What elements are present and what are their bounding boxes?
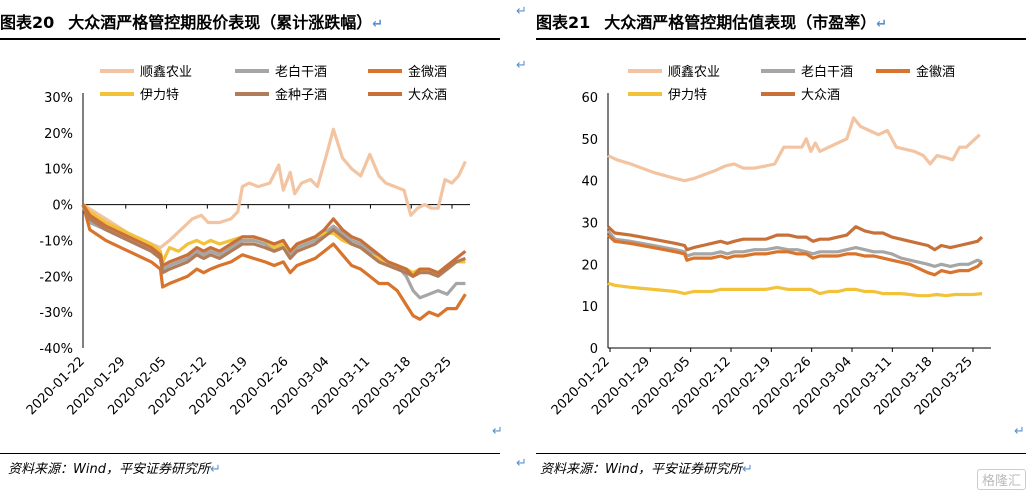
series-line [606,225,984,252]
left-source-divider [0,453,500,454]
y-tick-label: 50 [581,133,598,148]
legend-label: 大众酒 [801,88,840,103]
return-mark-top: ↵ [516,4,527,19]
series-line [82,127,467,250]
left-title-bar: 图表20 大众酒严格管控期股价表现（累计涨跌幅）↵ [0,8,500,40]
right-title-bar: 图表21 大众酒严格管控期估值表现（市盈率）↵ [536,8,1026,40]
right-panel: 图表21 大众酒严格管控期估值表现（市盈率）↵ 顺鑫农业 老白干酒 金徽酒 伊力特 大众酒… [536,0,1026,496]
left-source-text: 资料来源：Wind，平安证券研究所 [8,462,210,477]
left-figure-number: 图表20 [0,13,55,32]
y-tick-label: 40 [581,175,598,190]
y-tick-label: 0% [52,199,73,214]
series-line [81,204,466,300]
legend-label: 顺鑫农业 [140,64,192,80]
y-tick-label: 30% [44,91,73,106]
series-line [606,233,984,277]
right-source: 资料来源：Wind，平安证券研究所↵ [540,458,753,477]
return-mark-mid: ↵ [516,58,527,73]
return-mark-bottom: ↵ [516,456,527,471]
legend-label: 伊力特 [668,88,707,103]
right-title: 大众酒严格管控期估值表现（市盈率） [604,13,877,32]
series-line [607,281,983,298]
y-tick-label: 10 [581,300,598,315]
legend-label: 顺鑫农业 [668,64,720,80]
y-tick-label: 20 [581,258,598,273]
series-line [81,203,467,278]
y-tick-label: -10% [39,234,73,249]
return-mark: ↵ [372,17,384,32]
watermark-logo: 格隆汇 [976,469,1026,490]
y-tick-label: -20% [39,270,73,285]
legend-label: 金微酒 [408,64,447,80]
y-tick-label: 30 [581,217,598,232]
y-tick-label: -30% [39,306,73,321]
legend-label: 伊力特 [140,88,179,103]
series-line [81,203,466,278]
legend-label: 老白干酒 [801,64,853,80]
legend-label: 大众酒 [408,88,447,103]
return-mark-chart: ↵ [492,424,503,439]
y-tick-label: 60 [581,91,598,106]
right-figure-number: 图表21 [536,13,591,32]
y-tick-label: 0 [590,342,598,357]
y-tick-label: -40% [39,342,73,357]
right-source-divider [536,453,1026,454]
left-panel: 图表20 大众酒严格管控期股价表现（累计涨跌幅）↵ 顺鑫农业 老白干酒 金微酒 伊力特金… [0,0,500,496]
legend-label: 老白干酒 [275,64,327,80]
left-title: 大众酒严格管控期股价表现（累计涨跌幅） [68,13,373,32]
left-source: 资料来源：Wind，平安证券研究所↵ [8,458,221,477]
series-line [81,203,466,275]
return-mark: ↵ [876,17,888,32]
y-tick-label: 10% [44,163,73,178]
y-tick-label: 20% [44,127,73,142]
return-mark: ↵ [741,462,753,477]
series-line [81,204,467,321]
legend-label: 金种子酒 [275,87,327,103]
return-mark-right: ↵ [1014,424,1025,439]
right-source-text: 资料来源：Wind，平安证券研究所 [540,462,742,477]
return-mark: ↵ [209,462,221,477]
series-line [606,229,983,268]
legend-label: 金徽酒 [916,64,955,80]
series-line [607,116,981,183]
